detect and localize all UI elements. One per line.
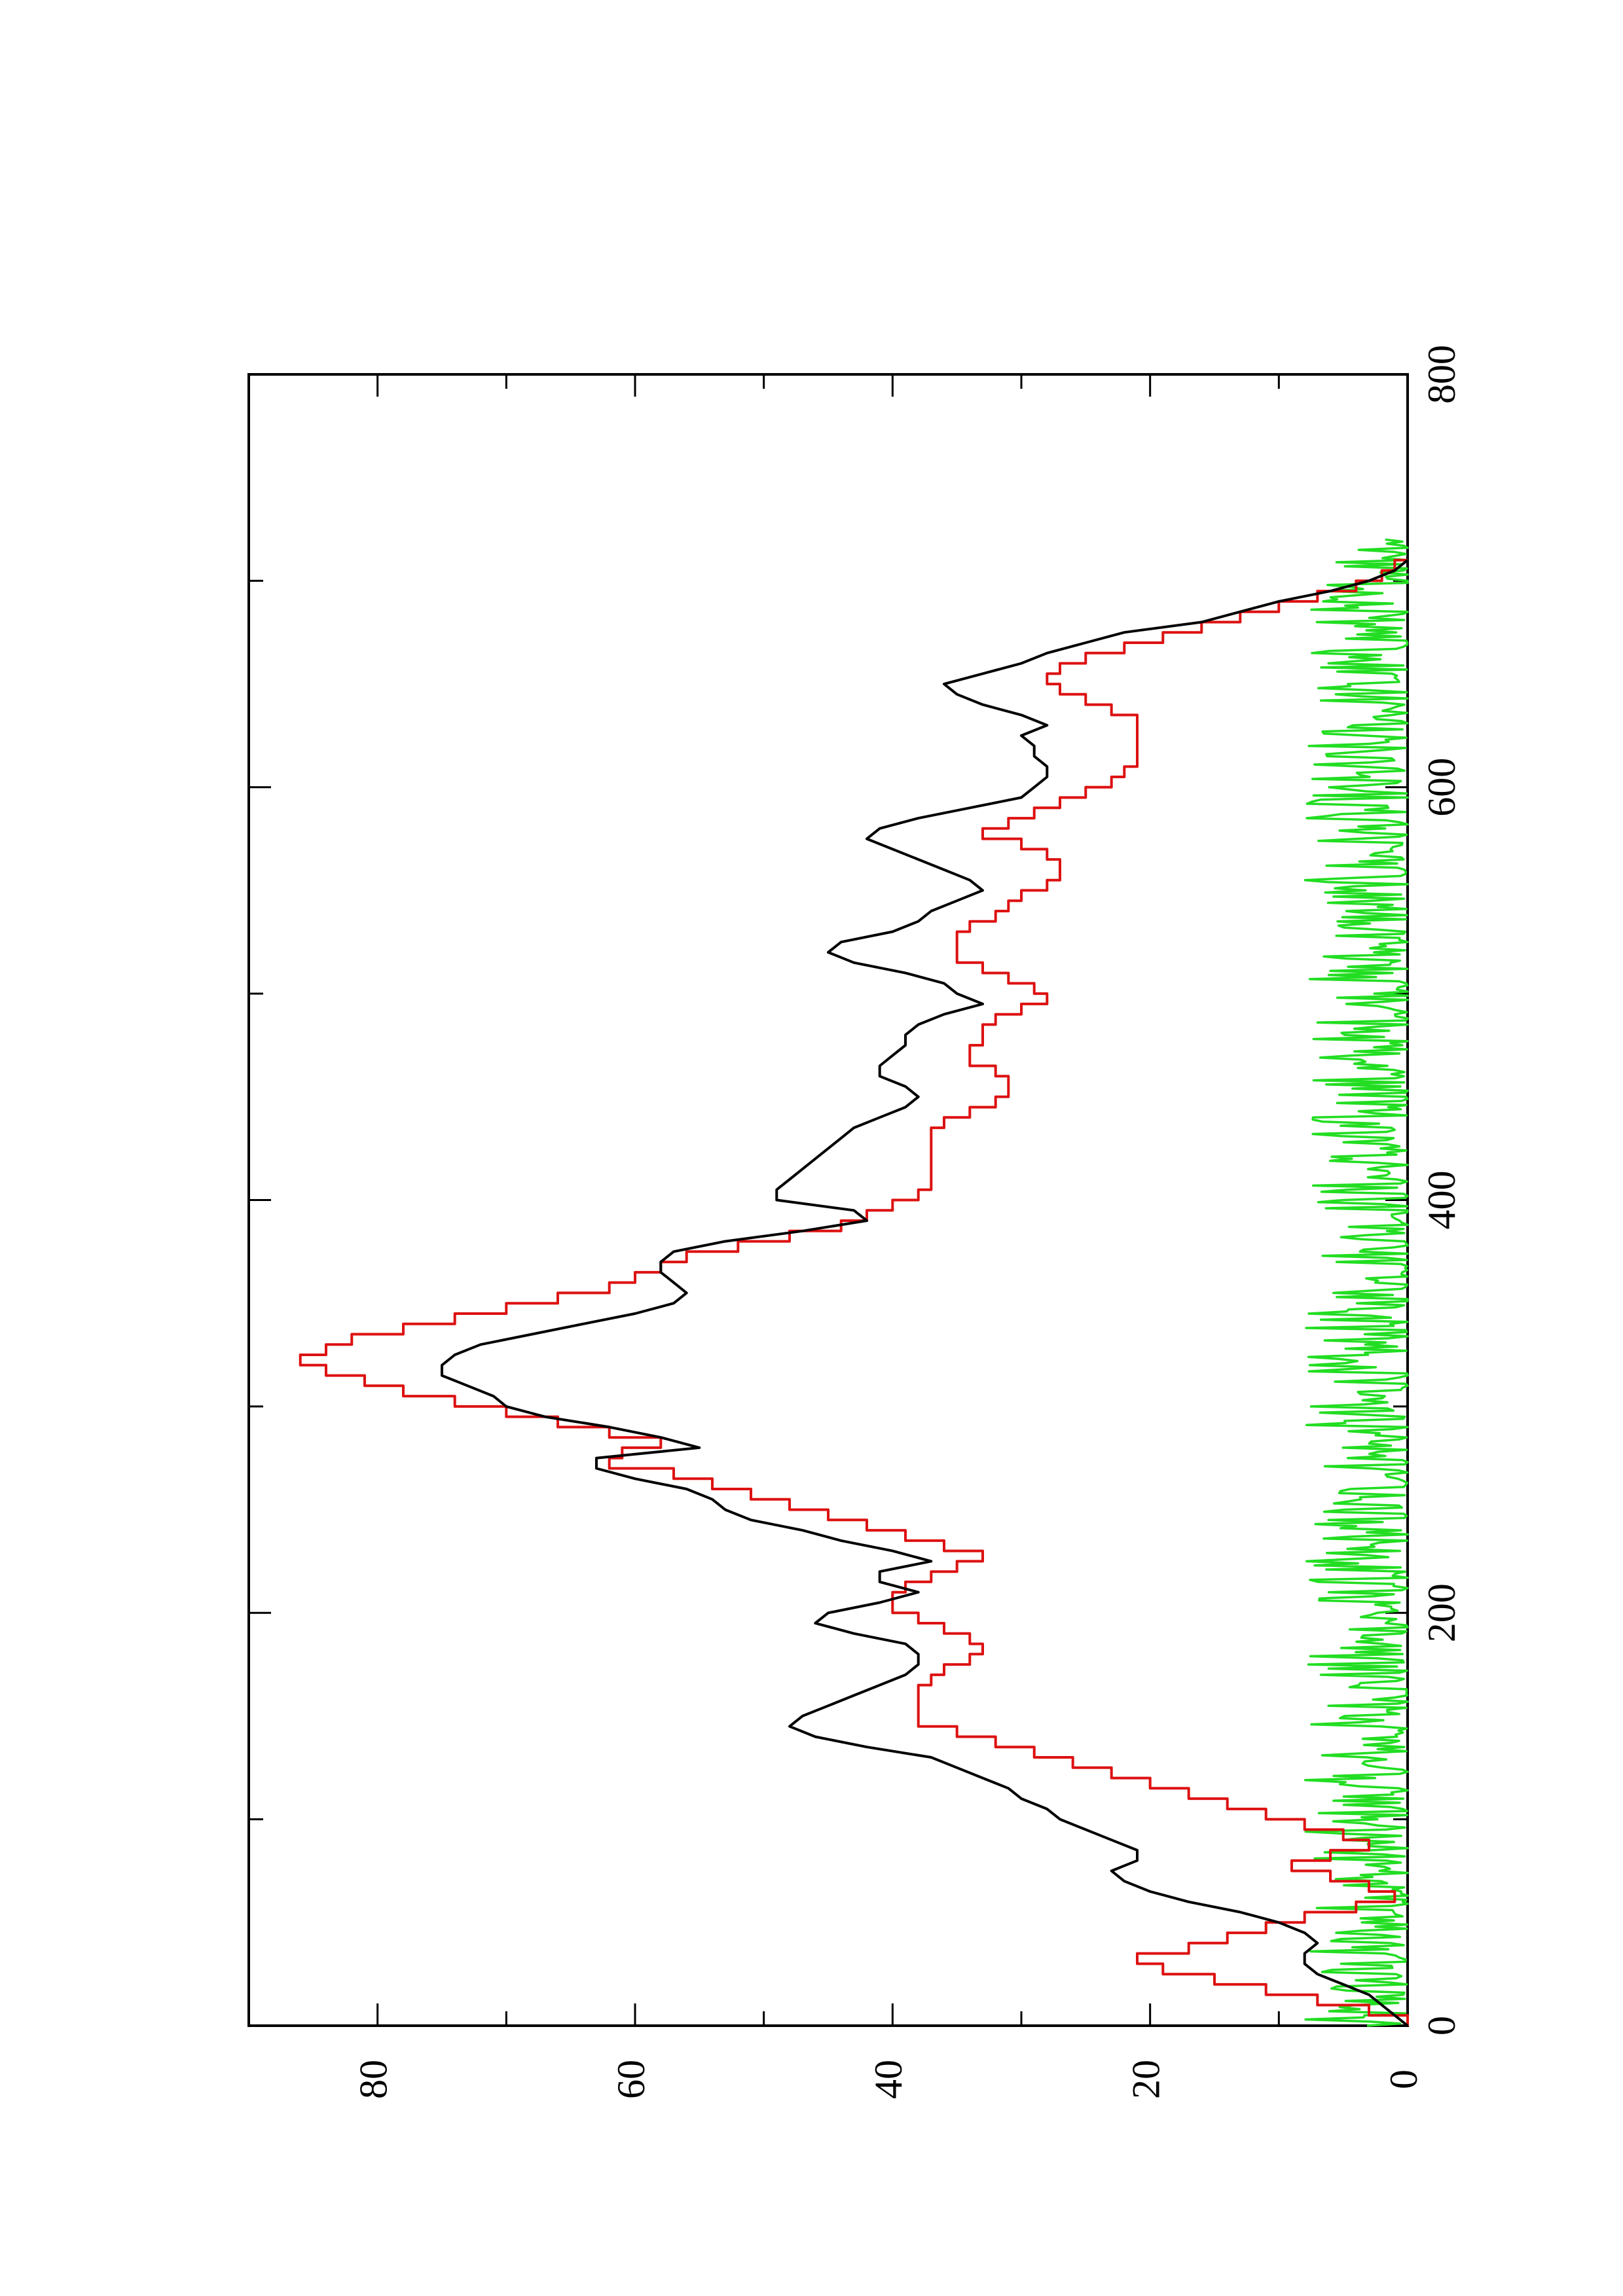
series-group (299, 538, 1409, 2027)
y-tick-label: 20 (1124, 2060, 1167, 2099)
tick-labels: 0 200 400 600 800 0 20 40 60 80 (352, 345, 1463, 2099)
series-red-line (299, 558, 1409, 2026)
x-tick-label: 400 (1420, 1171, 1463, 1230)
x-tick-label: 600 (1420, 758, 1463, 817)
x-tick-label: 0 (1420, 2016, 1463, 2036)
y-tick-label: 80 (352, 2060, 395, 2099)
y-tick-label: 60 (610, 2060, 653, 2099)
y-tick-label: 40 (867, 2060, 910, 2099)
series-green-line (1304, 538, 1409, 2027)
x-tick-label: 200 (1420, 1583, 1463, 1642)
x-tick-label: 800 (1420, 345, 1463, 404)
y-tick-label: 0 (1382, 2070, 1425, 2089)
series-black-line (441, 559, 1409, 2027)
axis-ticks (249, 373, 1409, 2027)
